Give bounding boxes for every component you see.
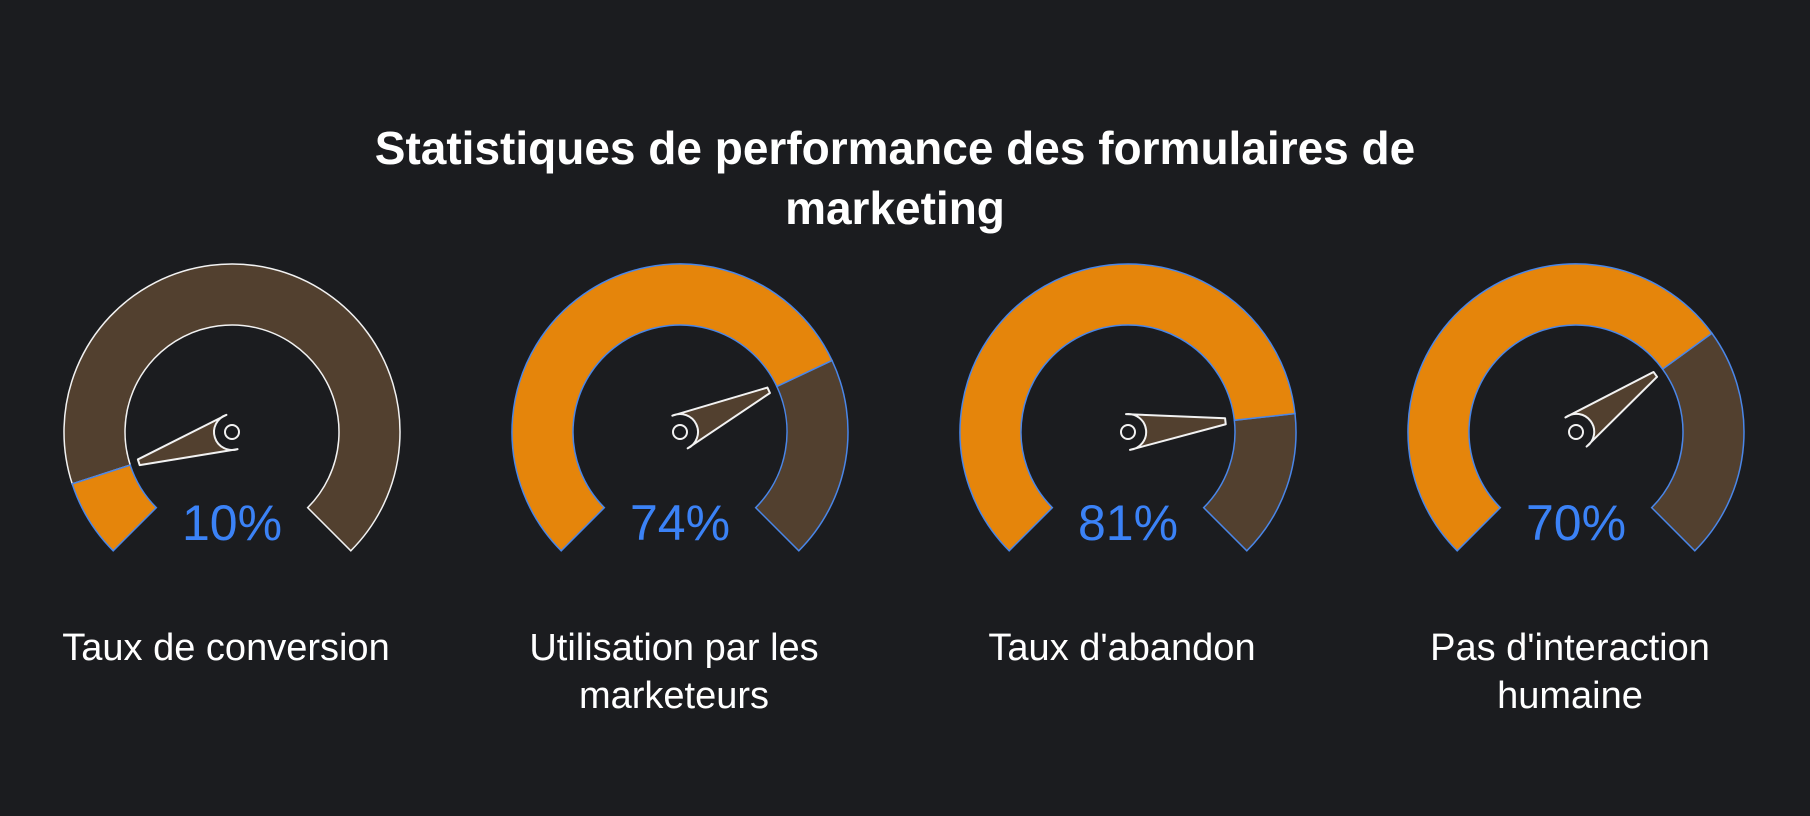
gauge-category-label: Taux d'abandon xyxy=(988,627,1255,669)
gauge-value-label: 74% xyxy=(630,495,730,551)
gauge-2: 74% Utilisation par les marketeurs xyxy=(511,263,849,717)
gauge-category-label: marketeurs xyxy=(579,675,769,717)
gauge-remaining-arc xyxy=(63,263,401,552)
gauge-remaining-arc xyxy=(1202,412,1297,552)
gauge-needle xyxy=(136,413,239,467)
gauge-value-label: 81% xyxy=(1078,495,1178,551)
chart-title: Statistiques de performance des formulai… xyxy=(374,122,1416,234)
gauge-category-label: humaine xyxy=(1497,675,1643,717)
gauge-value-arc xyxy=(959,263,1296,552)
gauge-needle xyxy=(1564,370,1659,448)
gauge-category-label: Pas d'interaction xyxy=(1430,627,1710,669)
gauge-3: 81% Taux d'abandon xyxy=(959,263,1297,669)
gauge-needle xyxy=(1125,413,1227,451)
gauge-remaining-arc xyxy=(754,359,849,552)
gauge-needle-hub xyxy=(672,424,688,440)
gauge-needle-hub xyxy=(224,424,240,440)
gauge-value-arc xyxy=(1407,263,1713,552)
gauge-1: 10% Taux de conversion xyxy=(62,263,401,669)
gauge-value-label: 10% xyxy=(182,495,282,551)
gauge-value-arc xyxy=(71,464,158,552)
gauge-remaining-arc xyxy=(1650,332,1745,552)
gauge-needle xyxy=(671,386,771,450)
gauge-needle-hub xyxy=(1120,424,1136,440)
gauge-4: 70% Pas d'interaction humaine xyxy=(1407,263,1745,717)
gauge-value-label: 70% xyxy=(1526,495,1626,551)
gauge-value-arc xyxy=(511,263,834,552)
gauge-category-label: Utilisation par les xyxy=(529,627,818,669)
gauge-needle-hub xyxy=(1568,424,1584,440)
gauge-category-label: Taux de conversion xyxy=(62,627,389,669)
